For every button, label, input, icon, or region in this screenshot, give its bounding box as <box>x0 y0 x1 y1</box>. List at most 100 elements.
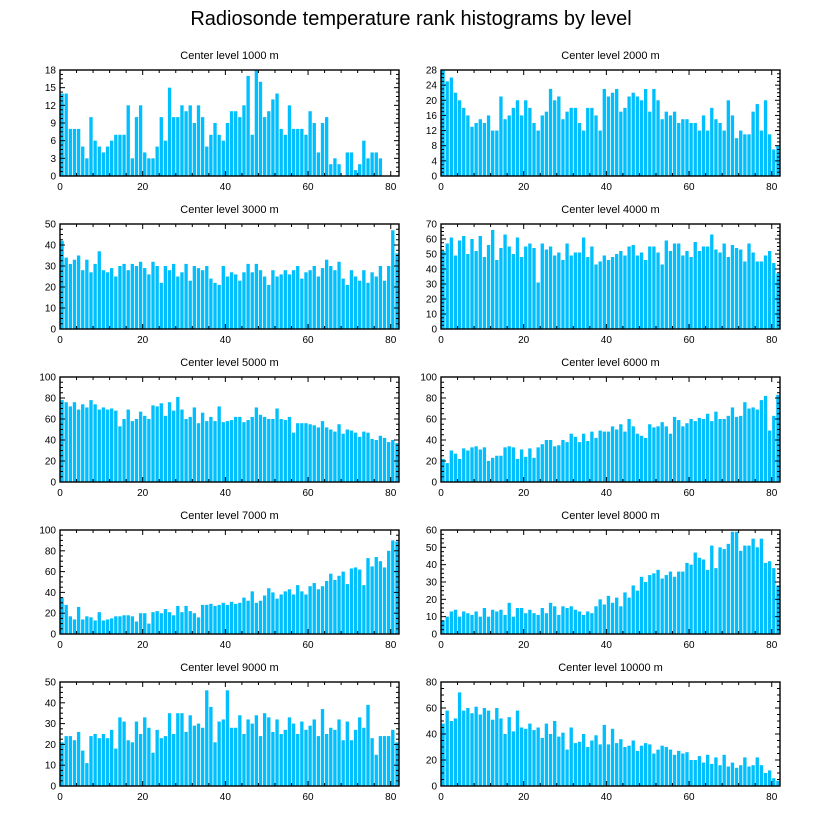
bar <box>499 718 503 786</box>
bar <box>97 612 101 634</box>
bar <box>652 88 656 176</box>
bar <box>606 744 611 786</box>
bar <box>453 718 458 786</box>
bar <box>271 99 275 176</box>
bar <box>453 92 458 176</box>
bar <box>722 419 726 482</box>
bar <box>97 738 101 786</box>
bar <box>474 611 478 634</box>
bar <box>598 430 602 482</box>
bar <box>445 616 449 634</box>
bar <box>747 545 751 634</box>
bar <box>672 576 677 634</box>
bar <box>755 547 759 634</box>
x-tick-label: 60 <box>302 335 314 346</box>
bar <box>225 421 230 482</box>
bar <box>105 409 110 482</box>
bar <box>304 134 308 176</box>
bar <box>449 237 453 329</box>
bar <box>250 723 254 786</box>
bar <box>685 251 689 329</box>
x-tick-label: 80 <box>385 792 397 803</box>
bar <box>532 123 536 176</box>
bar <box>540 243 544 329</box>
bar <box>254 407 259 482</box>
x-tick-label: 40 <box>601 488 613 499</box>
bar <box>536 727 540 786</box>
x-tick-label: 20 <box>137 640 149 651</box>
bar <box>441 723 445 786</box>
bar <box>213 282 217 329</box>
bar <box>594 115 598 176</box>
bar <box>503 119 507 176</box>
bar <box>573 743 578 786</box>
bar <box>470 447 474 482</box>
bar <box>627 745 631 786</box>
bar <box>205 146 209 176</box>
bar <box>316 276 321 329</box>
y-tick-label: 16 <box>426 111 438 122</box>
bar <box>279 128 283 176</box>
bar <box>254 263 259 329</box>
bar <box>209 278 213 329</box>
bar <box>743 545 747 634</box>
x-tick-label: 80 <box>385 640 397 651</box>
bar <box>320 709 325 786</box>
bar <box>759 400 764 482</box>
bar <box>349 270 354 329</box>
bar <box>627 246 631 329</box>
bar <box>242 597 246 634</box>
bar <box>495 130 499 176</box>
bar <box>353 432 358 482</box>
bar <box>689 760 693 786</box>
bar <box>689 257 693 329</box>
bar <box>291 723 296 786</box>
y-tick-label: 0 <box>431 630 437 641</box>
bar <box>561 606 565 634</box>
bar <box>457 458 462 482</box>
bar <box>93 140 97 176</box>
bar <box>677 420 681 482</box>
bar <box>536 130 540 176</box>
bar <box>72 259 77 329</box>
bar <box>213 605 217 634</box>
bar <box>341 740 345 786</box>
bar <box>217 721 221 786</box>
panel-title: Center level 9000 m <box>180 662 278 674</box>
bar <box>68 128 72 176</box>
bar <box>68 736 72 786</box>
bar <box>660 745 664 786</box>
panel-title: Center level 1000 m <box>180 50 278 62</box>
y-tick-label: 60 <box>426 704 438 715</box>
y-tick-label: 3 <box>50 154 56 165</box>
x-tick-label: 40 <box>601 792 613 803</box>
x-tick-label: 20 <box>518 335 530 346</box>
bar <box>743 402 747 482</box>
bar <box>155 611 159 634</box>
bar <box>441 251 445 329</box>
y-tick-label: 15 <box>45 83 57 94</box>
x-tick-label: 80 <box>766 182 778 193</box>
bar <box>615 743 619 786</box>
bar <box>677 571 681 634</box>
bar <box>664 111 668 176</box>
bar <box>739 249 743 329</box>
bar <box>229 727 234 786</box>
x-tick-label: 60 <box>302 792 314 803</box>
bar <box>262 416 267 482</box>
panel-4: 0 20 40 60 80 0 10 20 30 40 50 60 70 Center level 400… <box>426 204 781 346</box>
bar <box>130 742 135 786</box>
bar <box>337 261 341 329</box>
bar <box>296 734 300 786</box>
x-tick-label: 0 <box>438 488 444 499</box>
bar <box>615 429 619 482</box>
bar <box>528 723 532 786</box>
y-tick-label: 12 <box>45 101 57 112</box>
bar <box>486 710 491 786</box>
x-tick-label: 0 <box>438 640 444 651</box>
bar <box>333 579 337 634</box>
panel-2: 0 20 40 60 80 0 4 8 12 16 20 24 28 Center level 2000 … <box>426 50 781 193</box>
y-tick-label: 100 <box>39 373 56 384</box>
bar <box>569 606 573 634</box>
bar <box>730 407 735 482</box>
